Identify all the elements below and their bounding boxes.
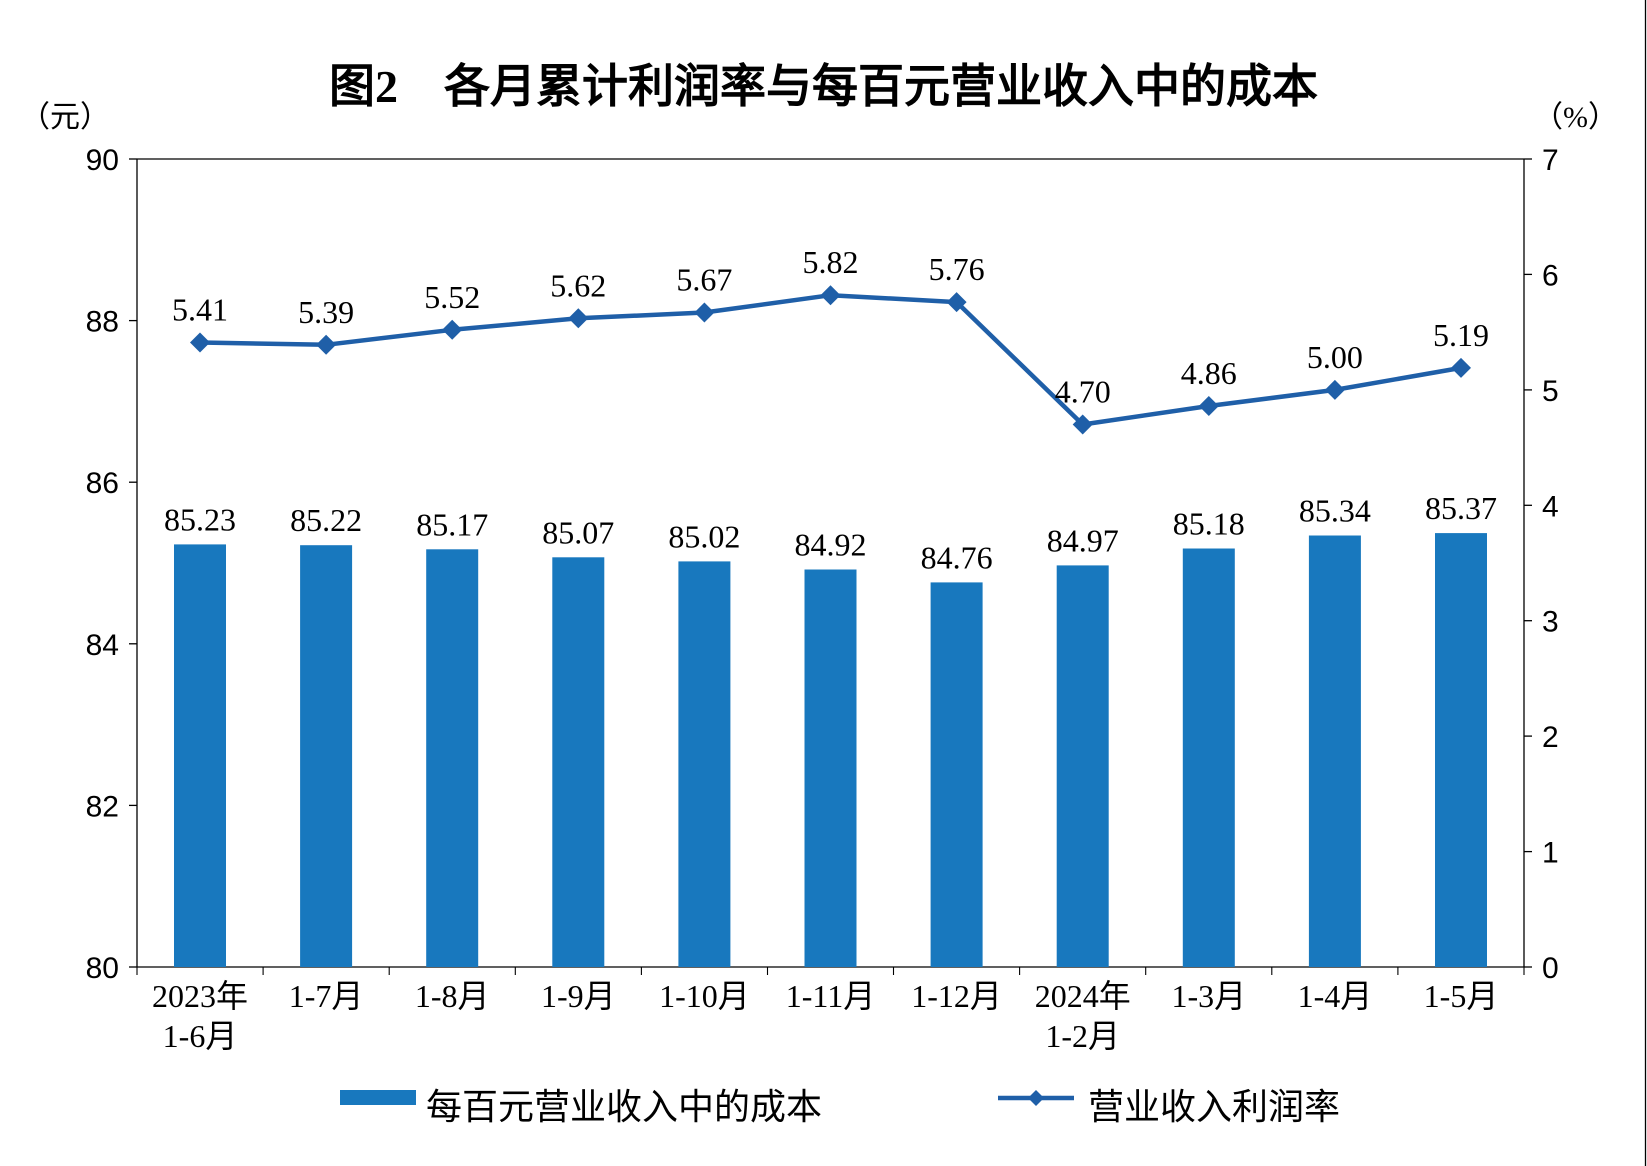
svg-text:85.17: 85.17 xyxy=(416,506,488,542)
svg-text:5.52: 5.52 xyxy=(424,279,480,315)
svg-text:4: 4 xyxy=(1542,490,1559,523)
svg-text:2024年: 2024年 xyxy=(1035,978,1131,1014)
svg-text:5.41: 5.41 xyxy=(172,292,228,328)
svg-text:88: 88 xyxy=(86,306,119,339)
svg-text:3: 3 xyxy=(1542,606,1559,639)
svg-text:1-11月: 1-11月 xyxy=(786,978,875,1014)
svg-text:1: 1 xyxy=(1542,837,1559,870)
svg-text:85.22: 85.22 xyxy=(290,502,362,538)
svg-text:5: 5 xyxy=(1542,375,1559,408)
svg-text:1-4月: 1-4月 xyxy=(1298,978,1373,1014)
svg-text:0: 0 xyxy=(1542,952,1559,985)
svg-text:5.00: 5.00 xyxy=(1307,339,1363,375)
svg-text:80: 80 xyxy=(86,952,119,985)
svg-text:84: 84 xyxy=(86,629,119,662)
svg-text:82: 82 xyxy=(86,790,119,823)
svg-text:4.70: 4.70 xyxy=(1055,374,1111,410)
svg-text:2023年: 2023年 xyxy=(152,978,248,1014)
svg-text:1-10月: 1-10月 xyxy=(659,978,750,1014)
svg-text:4.86: 4.86 xyxy=(1181,355,1237,391)
svg-text:85.18: 85.18 xyxy=(1173,506,1245,542)
svg-text:85.23: 85.23 xyxy=(164,501,236,537)
svg-text:2: 2 xyxy=(1542,721,1559,754)
svg-text:84.97: 84.97 xyxy=(1047,522,1119,558)
svg-text:1-7月: 1-7月 xyxy=(289,978,364,1014)
svg-text:6: 6 xyxy=(1542,259,1559,292)
svg-text:5.82: 5.82 xyxy=(803,244,859,280)
svg-text:84.92: 84.92 xyxy=(795,527,867,563)
svg-text:85.34: 85.34 xyxy=(1299,493,1371,529)
svg-text:1-3月: 1-3月 xyxy=(1171,978,1246,1014)
svg-text:1-8月: 1-8月 xyxy=(415,978,490,1014)
svg-text:5.76: 5.76 xyxy=(929,251,985,287)
svg-text:85.02: 85.02 xyxy=(668,518,740,554)
svg-text:5.67: 5.67 xyxy=(676,262,732,298)
svg-text:1-2月: 1-2月 xyxy=(1045,1018,1120,1054)
svg-text:1-9月: 1-9月 xyxy=(541,978,616,1014)
svg-text:1-5月: 1-5月 xyxy=(1424,978,1499,1014)
svg-text:5.62: 5.62 xyxy=(550,267,606,303)
svg-text:1-6月: 1-6月 xyxy=(163,1018,238,1054)
svg-text:85.37: 85.37 xyxy=(1425,490,1497,526)
svg-text:5.39: 5.39 xyxy=(298,294,354,330)
svg-text:86: 86 xyxy=(86,467,119,500)
svg-text:5.19: 5.19 xyxy=(1433,317,1489,353)
svg-text:84.76: 84.76 xyxy=(921,539,993,575)
svg-text:1-12月: 1-12月 xyxy=(911,978,1002,1014)
svg-text:85.07: 85.07 xyxy=(542,514,614,550)
svg-text:90: 90 xyxy=(86,144,119,177)
svg-text:7: 7 xyxy=(1542,144,1559,177)
